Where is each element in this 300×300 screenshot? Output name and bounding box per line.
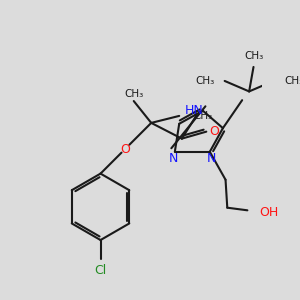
Text: CH₃: CH₃ (244, 52, 263, 61)
Text: O: O (209, 125, 219, 138)
Text: N: N (207, 152, 216, 165)
Text: CH₃: CH₃ (195, 76, 214, 86)
Text: N: N (168, 152, 178, 165)
Text: CH₃: CH₃ (284, 76, 300, 86)
Text: Cl: Cl (94, 264, 107, 277)
Text: HN: HN (185, 104, 203, 117)
Text: OH: OH (259, 206, 278, 219)
Text: CH₃: CH₃ (193, 111, 212, 121)
Text: CH₃: CH₃ (124, 89, 143, 99)
Text: O: O (120, 142, 130, 156)
